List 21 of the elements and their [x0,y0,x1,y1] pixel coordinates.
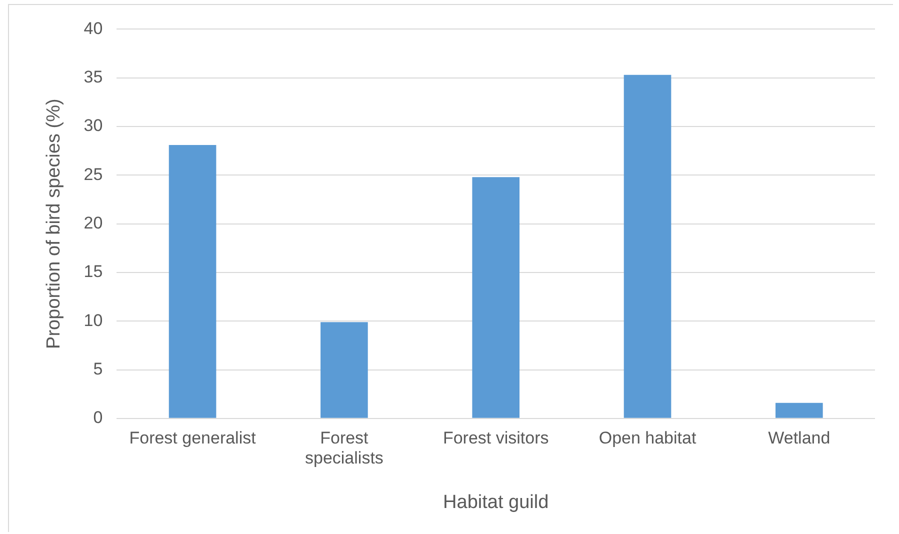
y-axis-title: Proportion of bird species (%) [44,98,65,349]
y-tick-label: 20 [84,213,103,232]
bar [168,144,216,418]
bar [320,322,368,418]
y-tick-label: 30 [84,116,103,136]
x-tick-label: Wetland [768,428,830,448]
bar [624,74,672,418]
bar [472,177,520,418]
x-tick-label: Forest specialists [304,428,384,468]
x-axis-title: Habitat guild [443,492,549,513]
y-tick-label: 40 [84,18,103,38]
y-tick-label: 10 [84,310,103,330]
y-tick-label: 15 [84,262,103,282]
x-tick-label: Forest generalist [129,428,256,448]
y-tick-label: 5 [93,359,103,378]
y-tick-label: 35 [84,68,103,87]
y-tick-label: 25 [84,164,103,184]
bar [776,402,823,418]
x-tick-label: Forest visitors [442,428,549,448]
y-tick-label: 0 [93,408,103,428]
x-tick-label: Open habitat [598,428,696,448]
